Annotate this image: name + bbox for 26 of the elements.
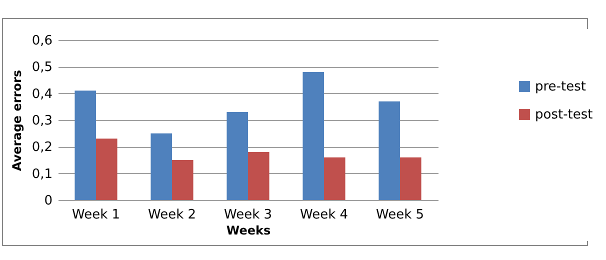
y-tick-label: 0,5 — [32, 60, 52, 76]
x-tick-label: Week 1 — [72, 208, 120, 222]
y-tick-label: 0,3 — [32, 114, 52, 128]
y-axis-title: Average errors — [10, 70, 24, 172]
y-tick-label: 0,4 — [32, 86, 52, 102]
legend-label: pre-test — [535, 80, 586, 94]
bar — [150, 133, 172, 200]
x-tick-label: Week 4 — [300, 208, 348, 222]
bar — [302, 72, 324, 200]
y-tick-label: 0,2 — [32, 140, 52, 156]
bar — [96, 138, 118, 200]
bar — [74, 90, 96, 200]
bar — [324, 157, 346, 200]
bar — [248, 152, 270, 200]
x-tick-label: Week 5 — [376, 208, 424, 222]
y-tick-label: 0 — [44, 194, 52, 208]
bar — [172, 160, 194, 200]
x-tick-label: Week 3 — [224, 208, 272, 222]
y-tick-label: 0,1 — [32, 166, 52, 182]
legend-label: post-test — [535, 108, 593, 122]
bar — [226, 112, 248, 200]
y-tick-label: 0,6 — [32, 34, 52, 48]
bar — [378, 101, 400, 200]
x-axis-title: Weeks — [226, 224, 271, 238]
bar — [400, 157, 422, 200]
x-tick-label: Week 2 — [148, 208, 196, 222]
